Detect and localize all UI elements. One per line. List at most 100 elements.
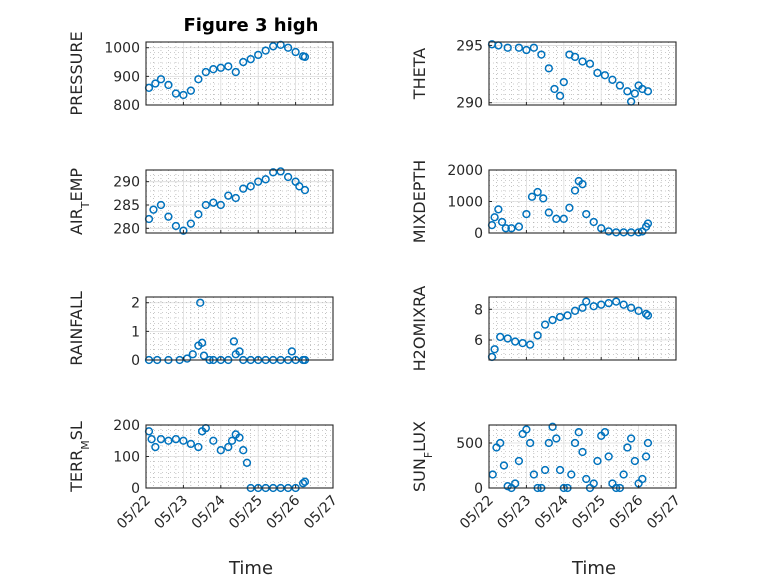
y-tick-label: 800: [113, 98, 140, 114]
data-point: [239, 184, 248, 193]
y-tick-label: 285: [113, 198, 140, 214]
data-point: [269, 42, 278, 51]
y-tick-label: 0: [474, 226, 483, 242]
data-point: [589, 217, 598, 227]
data-point: [540, 465, 550, 475]
data-point: [295, 182, 304, 191]
data-point: [186, 439, 196, 449]
x-axis-label-right: Time: [571, 558, 616, 579]
data-point: [227, 436, 237, 445]
data-point: [638, 474, 647, 484]
data-point: [555, 312, 565, 322]
data-point: [525, 340, 535, 349]
data-point: [522, 425, 531, 434]
data-point: [565, 203, 574, 212]
data-point: [503, 43, 512, 52]
y-tick-label: 2: [131, 296, 140, 312]
data-point: [216, 63, 225, 72]
data-point: [604, 227, 613, 236]
data-point: [582, 297, 591, 306]
data-point: [497, 217, 507, 227]
y-tick-label: 0: [474, 481, 483, 497]
axes-box: [488, 41, 677, 106]
data-point: [283, 172, 293, 182]
y-tick-label: 295: [456, 38, 483, 54]
data-point: [164, 436, 173, 445]
data-point: [537, 50, 546, 59]
subplot-theta: 290 295 THETA: [410, 38, 677, 112]
data-point: [623, 443, 632, 452]
data-point: [196, 298, 205, 307]
data-point: [544, 438, 553, 448]
data-point: [522, 209, 531, 219]
data-point: [209, 198, 218, 207]
data-point: [529, 43, 539, 52]
y-tick-label: 2000: [447, 163, 483, 179]
data-point: [529, 470, 539, 479]
y-tick-label: 290: [456, 96, 483, 112]
data-point: [578, 303, 587, 312]
data-point: [612, 297, 621, 306]
data-point: [604, 298, 613, 308]
data-point: [151, 79, 160, 88]
data-point: [156, 75, 166, 84]
data-point: [246, 182, 255, 191]
data-point: [149, 205, 158, 214]
data-point: [582, 209, 591, 219]
data-point: [641, 309, 651, 319]
axes-box: [145, 41, 334, 106]
data-point: [494, 205, 503, 214]
data-point: [527, 192, 537, 201]
data-point: [548, 422, 557, 431]
data-point: [261, 46, 270, 55]
data-point: [186, 86, 196, 95]
data-point: [147, 435, 156, 444]
data-point: [171, 435, 181, 444]
data-point: [608, 75, 617, 84]
data-point: [300, 185, 310, 195]
data-point: [552, 434, 561, 443]
subplot-air-temp: 280 285 290 AIRTEMP: [67, 167, 334, 237]
data-point: [171, 221, 181, 231]
y-axis-label: THETA: [410, 48, 429, 100]
axes-box: [145, 169, 334, 234]
figure-title: Figure 3 high: [184, 15, 319, 36]
data-point: [229, 337, 239, 346]
data-point: [209, 65, 218, 74]
data-point: [503, 334, 512, 343]
data-point: [585, 59, 595, 68]
data-point: [209, 436, 218, 445]
data-point: [574, 428, 583, 437]
y-axis-label: TERRMSL: [67, 421, 92, 493]
data-point: [201, 200, 210, 210]
y-axis-label: MIXDEPTH: [410, 160, 429, 243]
data-point: [570, 52, 580, 62]
data-point: [499, 461, 509, 470]
data-point: [578, 180, 587, 189]
data-point: [269, 168, 278, 177]
data-point: [490, 213, 499, 222]
data-point: [570, 438, 580, 448]
data-point: [555, 91, 565, 100]
data-point: [582, 474, 591, 484]
x-axis-label-left: Time: [228, 558, 273, 579]
subplot-h2omixra: 6 8 H2OMIXRA: [410, 286, 677, 371]
subplot-mixdepth: 0 1000 2000 MIXDEPTH: [410, 160, 677, 243]
data-point: [589, 302, 598, 311]
data-point: [224, 191, 233, 200]
data-point: [496, 332, 505, 342]
data-point: [593, 68, 602, 78]
data-point: [151, 442, 160, 452]
subplot-rainfall: 0 1 2 RAINFALL: [67, 291, 334, 369]
data-point: [600, 71, 610, 80]
data-point: [525, 438, 535, 448]
axes-box: [488, 424, 677, 489]
y-tick-label: 100: [113, 450, 140, 466]
y-tick-label: 1: [131, 324, 140, 340]
data-point: [563, 311, 572, 320]
data-point: [630, 89, 640, 98]
y-tick-label: 200: [113, 418, 140, 434]
plot-area: [146, 297, 333, 360]
